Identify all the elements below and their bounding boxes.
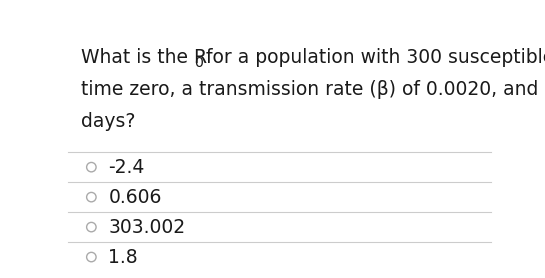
Text: 1.8: 1.8 [108,247,138,267]
Text: 0.606: 0.606 [108,188,162,207]
Text: time zero, a transmission rate (β) of 0.0020, and and infectious period 3: time zero, a transmission rate (β) of 0.… [81,80,545,99]
Text: days?: days? [81,112,135,131]
Text: 0: 0 [194,56,203,71]
Text: What is the R: What is the R [81,48,207,67]
Text: -2.4: -2.4 [108,158,144,177]
Text: for a population with 300 susceptible individuals (S) at: for a population with 300 susceptible in… [200,48,545,67]
Text: 303.002: 303.002 [108,218,185,237]
